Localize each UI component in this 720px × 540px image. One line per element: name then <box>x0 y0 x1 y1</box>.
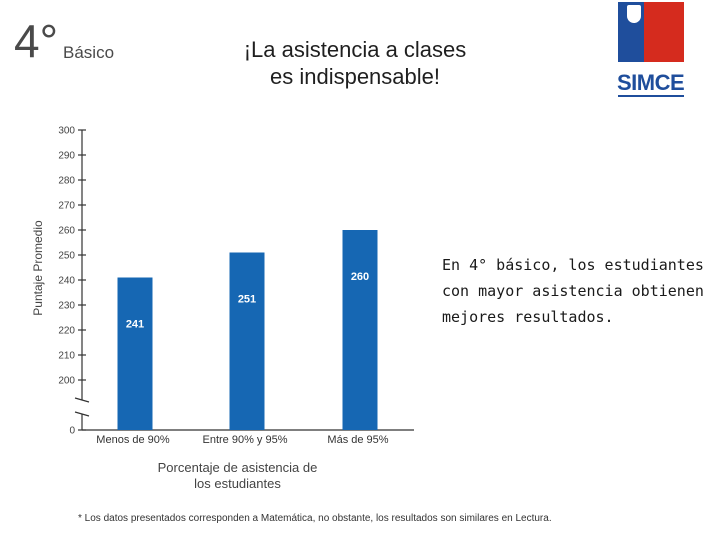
bar-value-label: 241 <box>126 319 144 331</box>
bar <box>229 252 265 430</box>
y-tick-label: 240 <box>58 276 75 287</box>
x-axis-label-line-1: Porcentaje de asistencia de <box>157 460 318 475</box>
footnote: * Los datos presentados corresponden a M… <box>78 513 552 524</box>
y-axis-label: Puntaje Promedio <box>31 220 45 316</box>
x-tick-label: Más de 95% <box>327 434 388 446</box>
y-tick-label: 270 <box>58 201 75 212</box>
grade-word: Básico <box>63 43 115 62</box>
y-axis-ticks: 0 200 210 220 230 240 250 260 270 280 290 300 <box>58 126 86 437</box>
shield-icon <box>627 5 641 23</box>
y-tick-label: 280 <box>58 176 75 187</box>
ministerio-educacion-logo-icon <box>618 2 684 62</box>
y-tick-label: 300 <box>58 126 75 137</box>
y-tick-label: 230 <box>58 301 75 312</box>
x-tick-label: Entre 90% y 95% <box>203 434 288 446</box>
x-axis-label: Porcentaje de asistencia de los estudian… <box>125 460 350 492</box>
simce-text: SIMCE <box>617 70 685 95</box>
axis-break-mark <box>74 397 90 403</box>
chart-bars: 241 251 260 <box>117 230 378 430</box>
y-tick-label: 200 <box>58 376 75 387</box>
bar-value-label: 251 <box>238 294 256 306</box>
y-tick-label: 260 <box>58 226 75 237</box>
logo-underline <box>618 95 684 97</box>
y-tick-label: 210 <box>58 351 75 362</box>
y-tick-label: 0 <box>69 426 75 437</box>
x-axis-categories: Menos de 90% Entre 90% y 95% Más de 95% <box>96 434 388 446</box>
axis-break-mark <box>74 411 90 417</box>
simce-logo: SIMCE <box>613 2 687 102</box>
y-tick-label: 250 <box>58 251 75 262</box>
logo-red-band <box>644 2 684 62</box>
grade-number: 4° <box>14 15 58 67</box>
bar-value-label: 260 <box>351 271 369 283</box>
title-line-2: es indispensable! <box>269 64 440 89</box>
y-tick-label: 220 <box>58 326 75 337</box>
page-title: ¡La asistencia a clases es indispensable… <box>170 36 540 90</box>
y-tick-label: 290 <box>58 151 75 162</box>
key-message: En 4° básico, los estudiantes con mayor … <box>442 256 704 326</box>
x-axis-label-line-2: los estudiantes <box>194 476 281 491</box>
bar <box>342 230 378 430</box>
x-tick-label: Menos de 90% <box>96 434 170 446</box>
title-line-1: ¡La asistencia a clases <box>243 37 467 62</box>
bar <box>117 277 153 430</box>
